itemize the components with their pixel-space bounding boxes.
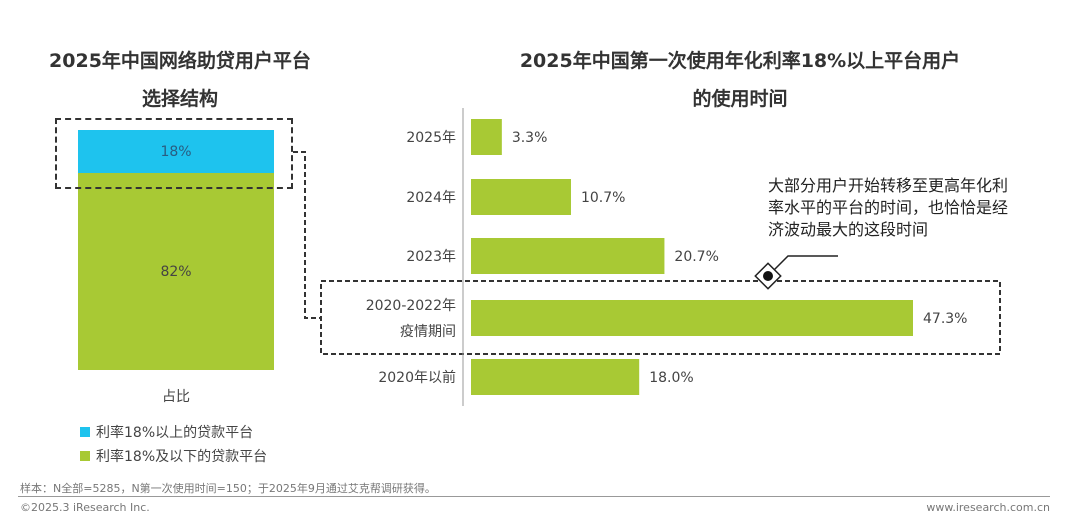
annotation-line: 济波动最大的这段时间	[768, 220, 929, 239]
bar	[471, 359, 640, 395]
site-url: www.iresearch.com.cn	[926, 501, 1050, 514]
bar-segment-low: 82%	[78, 173, 274, 370]
category-label: 疫情期间	[400, 324, 456, 340]
legend-item-high: 利率18%以上的贷款平台	[80, 422, 253, 442]
left-title-line2: 选择结构	[141, 88, 218, 110]
data-label: 10.7%	[581, 190, 625, 206]
highlight-box-left	[55, 118, 293, 189]
category-label: 2024年	[406, 190, 456, 206]
label-low: 82%	[160, 263, 192, 280]
bar	[471, 300, 913, 336]
copyright: ©2025.3 iResearch Inc.	[20, 501, 150, 514]
legend-swatch-high	[80, 427, 90, 437]
legend-label-low: 利率18%及以下的贷款平台	[96, 449, 268, 465]
right-title-line1: 2025年中国第一次使用年化利率18%以上平台用户	[519, 50, 961, 72]
connector-line	[293, 151, 321, 319]
bar	[471, 238, 665, 274]
category-label: 2023年	[406, 249, 456, 265]
annotation-line: 大部分用户开始转移至更高年化利	[768, 176, 1009, 195]
category-label: 2020-2022年	[366, 298, 456, 314]
data-label: 47.3%	[923, 311, 967, 327]
data-label: 20.7%	[674, 249, 718, 265]
sample-note: 样本：N全部=5285，N第一次使用时间=150；于2025年9月通过艾克帮调研…	[20, 482, 436, 495]
annotation-text: 大部分用户开始转移至更高年化利 率水平的平台的时间，也恰恰是经 济波动最大的这段…	[768, 175, 1008, 241]
right-title-line2: 的使用时间	[692, 88, 788, 110]
legend-label-high: 利率18%以上的贷款平台	[96, 425, 254, 441]
legend-item-low: 利率18%及以下的贷款平台	[80, 446, 267, 466]
data-label: 3.3%	[512, 130, 548, 146]
data-label: 18.0%	[649, 370, 693, 386]
annotation-line: 率水平的平台的时间，也恰恰是经	[768, 198, 1009, 217]
bar	[471, 179, 571, 215]
category-label: 2020年以前	[378, 369, 456, 386]
category-label: 2025年	[406, 130, 456, 146]
bar-segment-high: 18%	[78, 130, 274, 173]
label-high: 18%	[160, 143, 192, 160]
left-title-line1: 2025年中国网络助贷用户平台	[49, 50, 311, 72]
annotation-dot	[763, 271, 773, 281]
highlight-box-right	[320, 280, 1001, 355]
right-chart-title: 2025年中国第一次使用年化利率18%以上平台用户 的使用时间	[440, 42, 1040, 118]
footer-divider	[18, 496, 1050, 497]
bar	[471, 119, 502, 155]
left-chart-title: 2025年中国网络助贷用户平台 选择结构	[10, 42, 350, 118]
x-category-label: 占比	[162, 389, 190, 405]
legend-swatch-low	[80, 451, 90, 461]
